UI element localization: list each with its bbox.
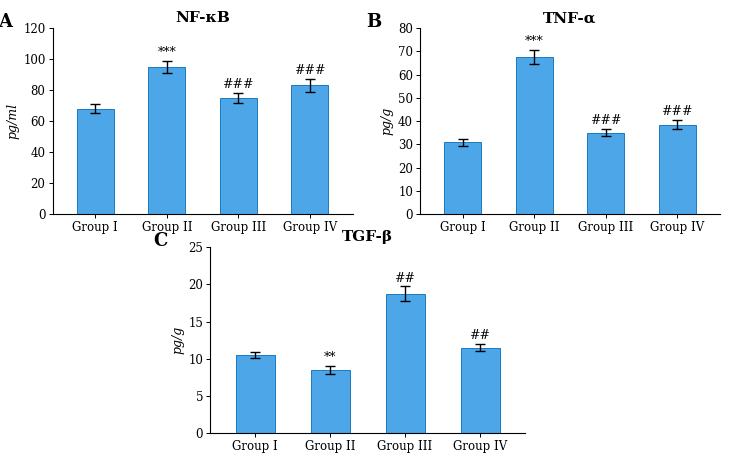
Text: A: A <box>0 13 13 31</box>
Text: ###: ### <box>223 78 254 91</box>
Text: ###: ### <box>590 115 622 128</box>
Bar <box>310 370 350 433</box>
Bar <box>76 109 114 214</box>
Bar <box>587 133 624 214</box>
Bar <box>444 142 482 214</box>
Text: ###: ### <box>662 105 693 118</box>
Text: **: ** <box>324 351 336 363</box>
Bar <box>658 124 696 214</box>
Text: C: C <box>153 232 168 250</box>
Bar <box>236 355 274 433</box>
Y-axis label: pg/g: pg/g <box>381 107 394 135</box>
Text: ###: ### <box>294 64 326 77</box>
Bar <box>386 294 424 433</box>
Y-axis label: pg/g: pg/g <box>171 326 184 354</box>
Text: ***: *** <box>158 46 176 59</box>
Text: ##: ## <box>470 329 490 342</box>
Y-axis label: pg/ml: pg/ml <box>6 103 19 139</box>
Title: NF-κB: NF-κB <box>175 11 230 26</box>
Text: ***: *** <box>525 35 544 48</box>
Bar <box>291 85 328 214</box>
Bar <box>460 348 500 433</box>
Text: ##: ## <box>394 272 416 285</box>
Bar <box>516 57 553 214</box>
Title: TGF-β: TGF-β <box>342 230 393 245</box>
Bar <box>148 67 185 214</box>
Bar <box>220 98 257 214</box>
Text: B: B <box>366 13 381 31</box>
Title: TNF-α: TNF-α <box>543 11 597 26</box>
